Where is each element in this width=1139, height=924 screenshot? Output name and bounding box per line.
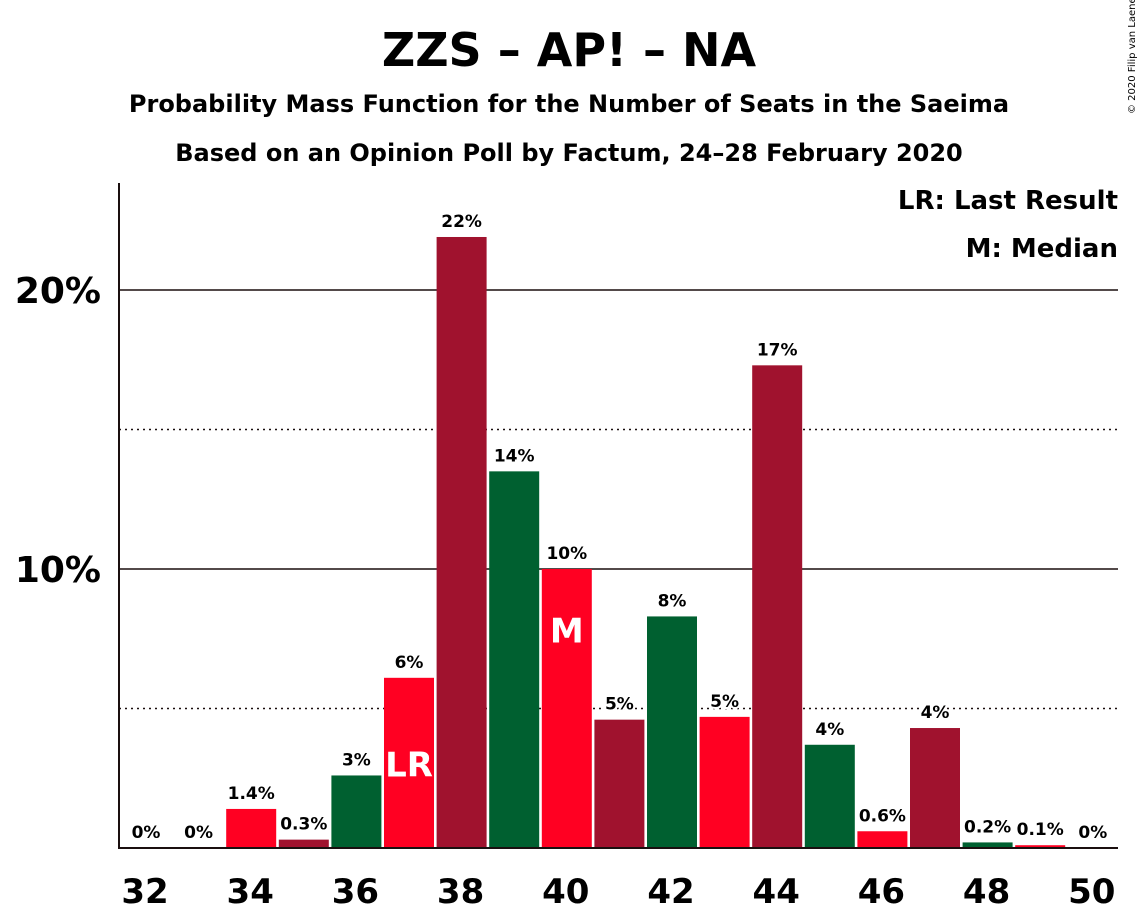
x-tick-label: 38 <box>437 872 484 912</box>
bar <box>647 616 697 848</box>
data-label: 4% <box>815 720 844 740</box>
bar <box>1015 845 1066 848</box>
chart-subtitle-1: Probability Mass Function for the Number… <box>129 90 1009 118</box>
bar <box>962 842 1013 848</box>
grid-lines <box>119 289 1118 710</box>
x-tick-label: 50 <box>1068 872 1115 912</box>
data-label: 0% <box>132 823 161 843</box>
x-tick-label: 34 <box>227 872 274 912</box>
x-tick-label: 36 <box>332 872 379 912</box>
data-label: 0% <box>184 823 213 843</box>
bars: 0% 0% 1.4%0.3% 3% 6% 22% 14% 10% 5% 8% 5% 17% 4% 0.6%… <box>130 210 1109 849</box>
data-label: 0.2% <box>964 817 1011 837</box>
x-tick-label: 46 <box>858 872 905 912</box>
data-label: 6% <box>395 653 424 673</box>
marker-lr: LR <box>385 746 433 786</box>
bar <box>752 365 803 848</box>
data-label: 10% <box>546 544 587 564</box>
data-label: 4% <box>921 703 950 723</box>
legend-median: M: Median <box>966 234 1118 264</box>
bar <box>541 569 592 848</box>
bar <box>804 744 855 848</box>
legend-last-result: LR: Last Result <box>898 186 1118 216</box>
bar <box>594 719 645 848</box>
bar <box>226 808 277 848</box>
copyright-note: © 2020 Filip van Laenen <box>1127 0 1138 114</box>
data-label: 1.4% <box>228 784 275 804</box>
marker-m: M <box>550 611 584 651</box>
y-tick-label: 20% <box>15 271 101 312</box>
data-label: 3% <box>342 750 371 770</box>
axes: 10% 20% 32 34 36 38 40 42 44 46 48 50 <box>15 183 1118 912</box>
data-label: 17% <box>757 340 798 360</box>
data-label: 0.3% <box>280 815 327 835</box>
bar <box>699 716 750 848</box>
legend: LR: Last Result M: Median <box>898 186 1118 264</box>
chart-title: ZZS – AP! – NA <box>382 23 757 77</box>
x-tick-label: 44 <box>753 872 800 912</box>
data-label: 14% <box>494 446 535 466</box>
bar <box>436 236 487 849</box>
x-tick-label: 48 <box>963 872 1010 912</box>
data-label: 5% <box>605 695 634 715</box>
y-tick-label: 10% <box>15 550 101 591</box>
bar <box>489 471 540 848</box>
data-label: 0.6% <box>859 806 906 826</box>
data-label: 22% <box>441 212 482 232</box>
bar <box>910 728 960 848</box>
data-label: 0% <box>1078 823 1107 843</box>
x-tick-label: 40 <box>542 872 589 912</box>
data-label: 8% <box>658 591 687 611</box>
bar <box>278 839 329 848</box>
bar <box>857 831 908 848</box>
data-label: 5% <box>710 692 739 712</box>
chart-subtitle-2: Based on an Opinion Poll by Factum, 24–2… <box>175 139 963 167</box>
bar <box>384 677 434 848</box>
data-label: 0.1% <box>1017 820 1064 840</box>
x-tick-label: 42 <box>647 872 694 912</box>
x-tick-label: 32 <box>121 872 168 912</box>
bar <box>331 775 382 848</box>
